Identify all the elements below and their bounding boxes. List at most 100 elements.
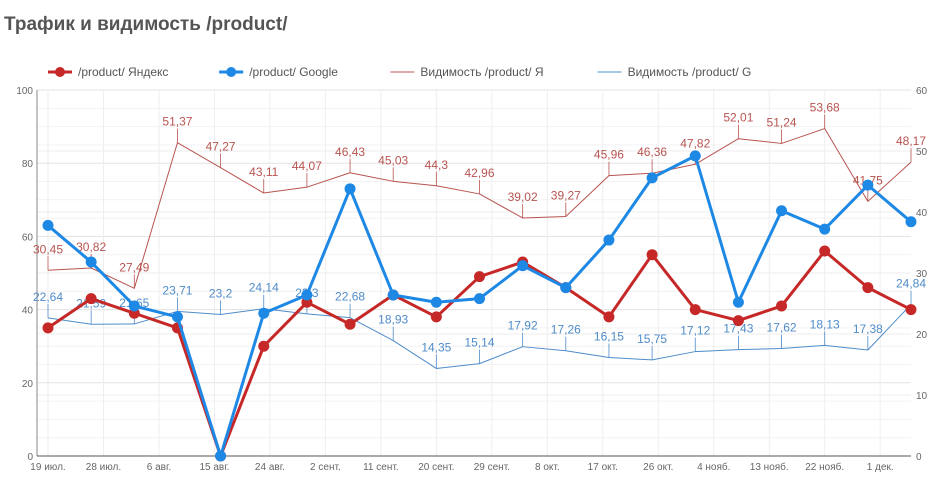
data-label: 15,14 xyxy=(464,336,494,350)
legend-label: /product/ Google xyxy=(249,65,338,79)
data-point xyxy=(387,289,399,301)
x-tick-label: 13 нояб. xyxy=(750,461,789,473)
data-point xyxy=(128,300,140,312)
x-tick-label: 11 сент. xyxy=(363,462,399,473)
y-left-tick-label: 80 xyxy=(22,159,34,170)
y-left-tick-label: 60 xyxy=(22,232,34,243)
data-label: 17,62 xyxy=(767,321,797,335)
data-label: 48,17 xyxy=(896,134,926,148)
data-point xyxy=(732,315,744,327)
data-label: 45,96 xyxy=(594,148,624,162)
data-point xyxy=(517,260,529,272)
data-label: 15,75 xyxy=(637,332,667,346)
x-tick-label: 4 нояб. xyxy=(697,461,730,473)
data-label: 30,82 xyxy=(76,240,106,254)
x-tick-label: 2 сент. xyxy=(310,462,341,473)
data-point xyxy=(474,293,485,305)
data-label: 46,36 xyxy=(637,145,667,159)
data-point xyxy=(42,322,54,334)
data-label: 51,24 xyxy=(767,115,797,129)
y-right-tick-label: 10 xyxy=(916,391,928,402)
data-point xyxy=(689,304,701,316)
data-label: 16,15 xyxy=(594,329,624,343)
data-label: 43,11 xyxy=(249,165,278,179)
data-point xyxy=(344,183,356,195)
x-tick-label: 1 дек. xyxy=(867,462,894,473)
data-label: 39,27 xyxy=(551,188,581,202)
data-point xyxy=(603,234,615,246)
x-tick-label: 8 окт. xyxy=(535,462,560,473)
data-label: 45,03 xyxy=(378,153,408,167)
data-point xyxy=(862,179,874,191)
data-point xyxy=(85,256,97,268)
data-point xyxy=(905,304,917,316)
data-label: 24,84 xyxy=(896,276,926,290)
data-label: 18,93 xyxy=(378,313,408,327)
x-tick-label: 20 сент. xyxy=(418,462,454,473)
data-point xyxy=(776,300,788,312)
data-point xyxy=(732,296,744,308)
data-point xyxy=(862,282,874,294)
x-tick-label: 26 окт. xyxy=(643,462,673,473)
data-label: 17,43 xyxy=(723,322,753,336)
x-tick-label: 19 июл. xyxy=(30,462,65,473)
data-label: 30,45 xyxy=(33,242,63,256)
data-label: 18,13 xyxy=(810,317,840,331)
y-left-tick-label: 0 xyxy=(27,452,33,463)
y-right-tick-label: 30 xyxy=(916,269,928,280)
y-right-tick-label: 50 xyxy=(916,147,928,158)
data-label: 17,12 xyxy=(680,324,710,338)
y-right-tick-label: 60 xyxy=(916,86,928,97)
y-right-tick-label: 20 xyxy=(916,330,928,341)
y-left-tick-label: 100 xyxy=(16,86,33,97)
data-label: 53,68 xyxy=(810,101,840,115)
y-left-tick-label: 40 xyxy=(22,306,34,317)
legend-label: Видимость /product/ Я xyxy=(420,65,543,79)
data-label: 14,35 xyxy=(421,340,451,354)
data-label: 24,14 xyxy=(249,281,279,295)
x-tick-label: 29 сент. xyxy=(474,462,510,473)
data-label: 17,92 xyxy=(508,319,538,333)
data-label: 17,26 xyxy=(551,323,581,337)
legend-label: /product/ Яндекс xyxy=(78,65,168,79)
chart-title: Трафик и видимость /product/ xyxy=(4,14,288,35)
data-label: 44,3 xyxy=(425,158,449,172)
data-point xyxy=(776,205,788,217)
data-label: 27,49 xyxy=(119,260,149,274)
x-tick-label: 6 авг. xyxy=(147,462,171,473)
data-point xyxy=(689,150,701,162)
legend-label: Видимость /product/ G xyxy=(628,65,752,79)
data-point xyxy=(344,318,356,330)
data-point xyxy=(646,249,658,261)
data-label: 52,01 xyxy=(723,111,753,125)
data-point xyxy=(560,282,572,294)
x-tick-label: 15 авг. xyxy=(199,462,229,473)
data-point xyxy=(430,311,442,323)
data-label: 51,37 xyxy=(162,115,192,129)
data-label: 39,02 xyxy=(508,190,538,204)
data-label: 47,27 xyxy=(206,140,236,154)
legend-marker-icon xyxy=(55,67,65,77)
x-tick-label: 24 авг. xyxy=(255,462,285,473)
data-label: 23,2 xyxy=(209,286,233,300)
data-point xyxy=(905,216,917,228)
data-point xyxy=(85,293,97,305)
x-tick-label: 22 нояб. xyxy=(805,461,844,473)
data-point xyxy=(215,450,227,462)
data-point xyxy=(301,289,313,301)
data-label: 23,71 xyxy=(162,283,192,297)
x-tick-label: 28 июл. xyxy=(86,462,121,473)
data-label: 47,82 xyxy=(680,136,710,150)
data-point xyxy=(258,340,270,352)
data-point xyxy=(819,245,831,257)
data-label: 22,68 xyxy=(335,290,365,304)
data-label: 17,38 xyxy=(853,322,883,336)
data-label: 46,43 xyxy=(335,145,365,159)
data-point xyxy=(474,271,485,283)
data-point xyxy=(171,311,183,323)
data-label: 44,07 xyxy=(292,159,322,173)
legend-marker-icon xyxy=(226,67,237,77)
data-label: 22,64 xyxy=(33,290,63,304)
data-point xyxy=(42,219,54,231)
data-point xyxy=(430,296,442,308)
